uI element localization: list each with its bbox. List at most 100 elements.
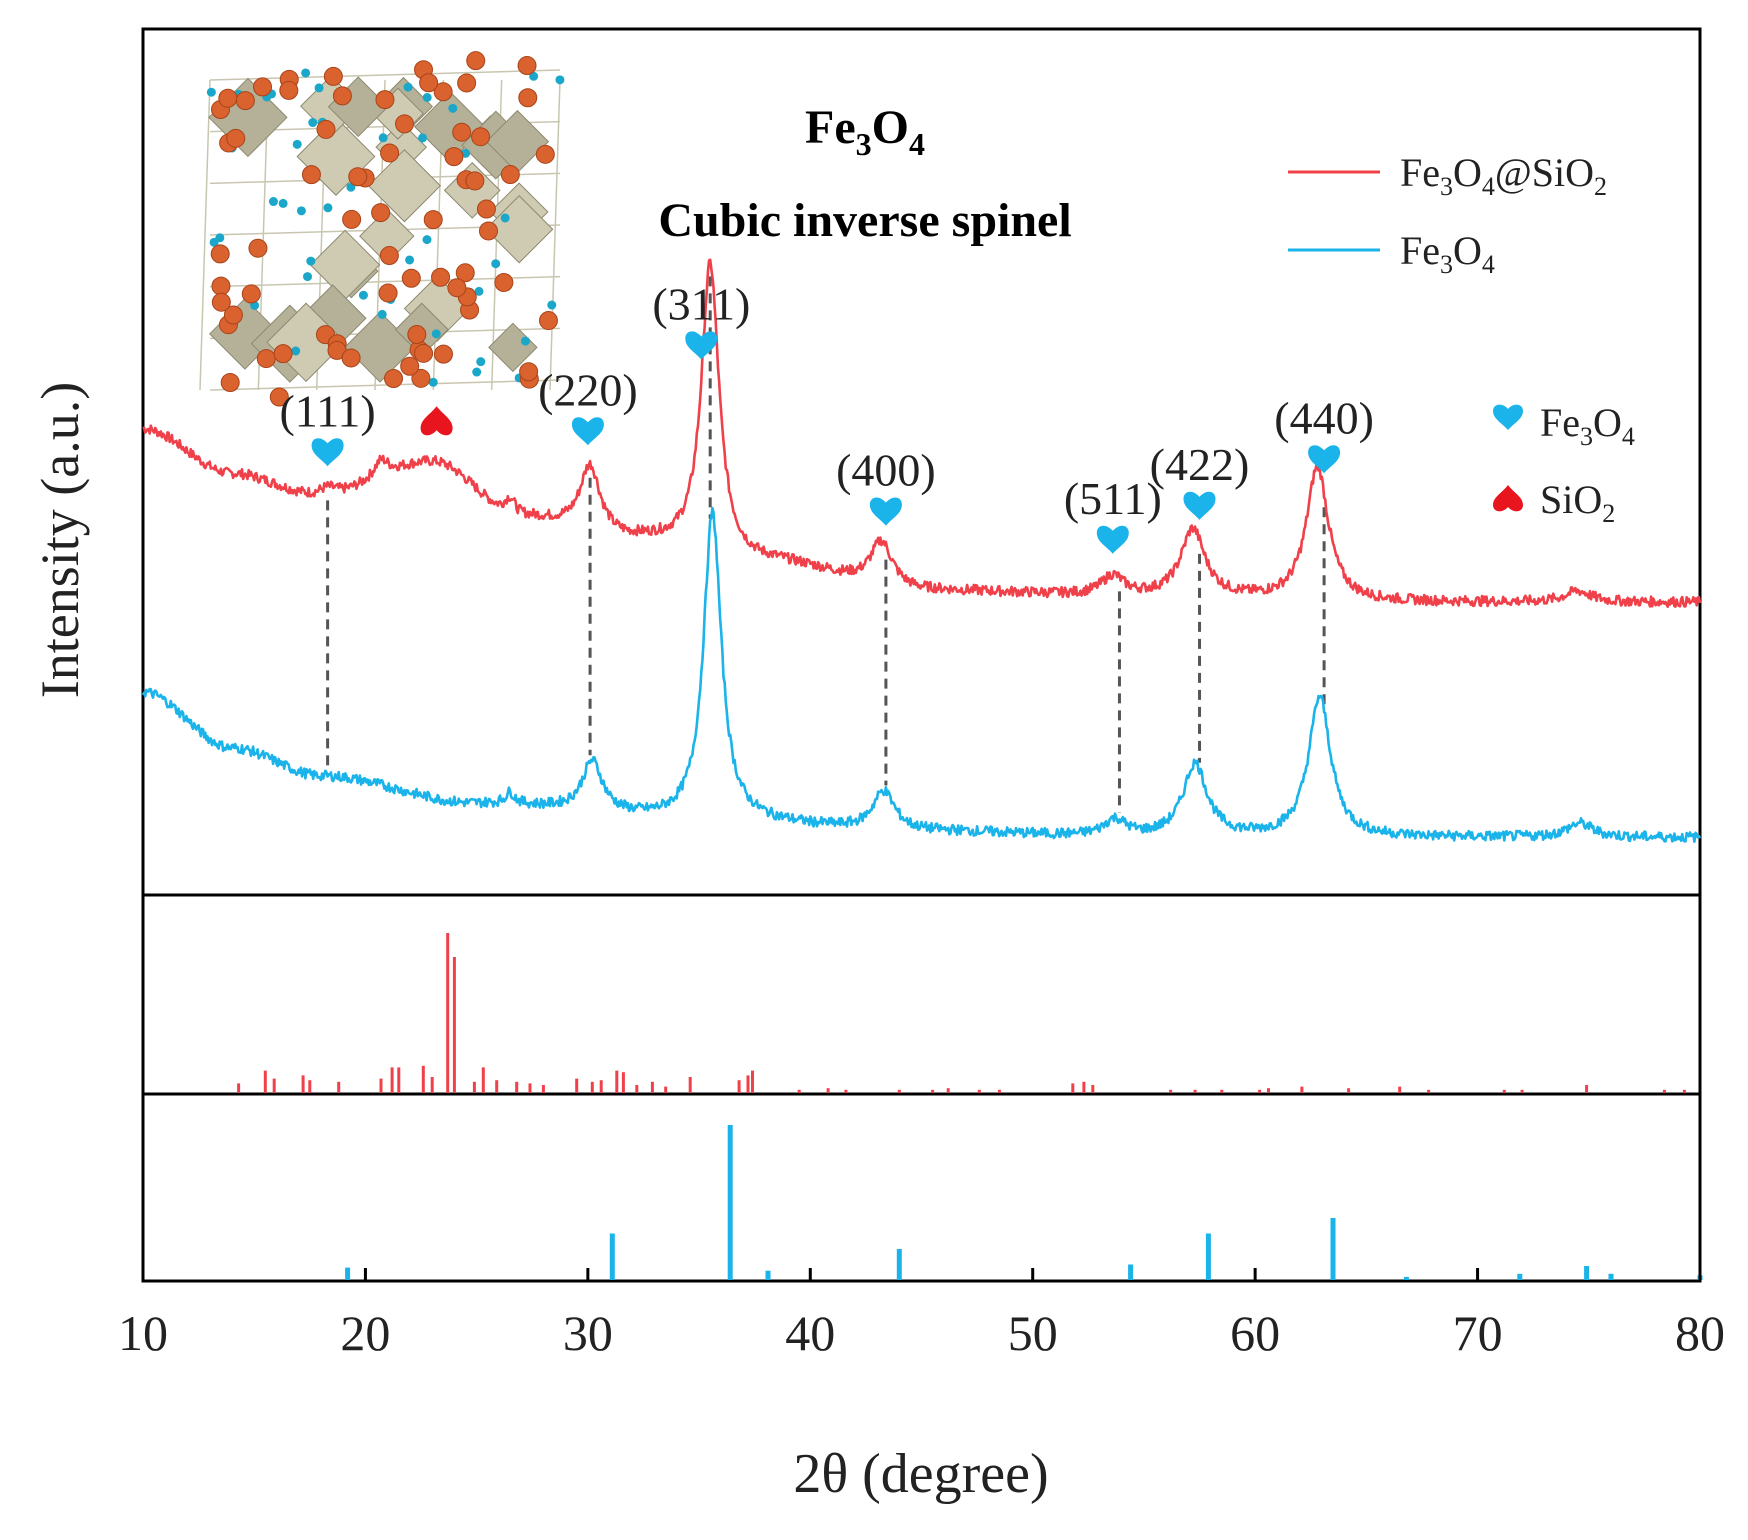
peak-markers [311, 331, 1341, 554]
crystal-atom-small [314, 83, 324, 93]
crystal-atom-small [448, 103, 458, 113]
crystal-atom-small [296, 206, 306, 216]
peak-label-3: (400) [836, 445, 936, 496]
crystal-atom-large [210, 244, 230, 264]
crystal-atom-small [500, 213, 510, 223]
crystal-atom-small [428, 377, 438, 387]
crystal-atom-small [378, 133, 388, 143]
crystal-atom-large [375, 90, 395, 110]
crystal-atom-large [218, 88, 238, 108]
crystal-atom-small [377, 309, 387, 319]
crystal-atom-large [273, 344, 293, 364]
crystal-polyhedron [367, 149, 442, 223]
crystal-atom-large [455, 263, 475, 283]
crystal-atom-large [457, 73, 477, 93]
crystal-atom-large [316, 119, 336, 139]
crystal-atom-large [433, 82, 453, 102]
crystal-atom-large [433, 344, 453, 364]
crystal-atom-small [209, 237, 219, 247]
crystal-atom-large [452, 122, 472, 142]
series-line-fe3o4 [141, 506, 1702, 843]
peak-label-5: (422) [1150, 439, 1250, 490]
crystal-atom-large [235, 91, 255, 111]
crystal-structure-illustration [199, 51, 565, 407]
crystal-atom-large [407, 324, 427, 344]
crystal-atom-large [478, 221, 498, 241]
crystal-atom-large [379, 246, 399, 266]
crystal-atom-large [423, 210, 443, 230]
crystal-atom-large [535, 144, 555, 164]
crystal-atom-large [279, 80, 299, 100]
peak-label-4: (511) [1064, 473, 1162, 524]
x-tick-label-4: 50 [1008, 1305, 1058, 1361]
crystal-atom-small [308, 118, 318, 128]
fe3o4-heart-icon [1183, 491, 1216, 520]
crystal-atom-large [411, 368, 431, 388]
fe3o4-heart-icon [311, 438, 344, 467]
crystal-atom-large [395, 114, 415, 134]
legend-marker-label-fe3o4: Fe3O4 [1540, 400, 1635, 451]
crystal-atom-large [241, 284, 261, 304]
crystal-atom-small [521, 336, 531, 346]
crystal-atom-large [444, 147, 464, 167]
crystal-atom-small [323, 203, 333, 213]
peak-guide-lines [326, 276, 1326, 813]
peak-label-1: (220) [538, 364, 638, 415]
crystal-atom-small [306, 256, 316, 266]
fe3o4-heart-icon [685, 331, 718, 360]
crystal-atom-large [414, 343, 434, 363]
crystal-atom-large [253, 77, 273, 97]
crystal-atom-large [332, 86, 352, 106]
crystal-atom-small [474, 286, 484, 296]
crystal-atom-large [476, 199, 496, 219]
crystal-atom-large [211, 292, 231, 312]
x-tick-label-6: 70 [1453, 1305, 1503, 1361]
crystal-bond [199, 79, 211, 391]
crystal-atom-large [380, 143, 400, 163]
crystal-atom-small [292, 139, 302, 149]
crystal-atom-large [256, 349, 276, 369]
fe3o4-heart-icon [869, 497, 902, 526]
x-tick-label-3: 40 [785, 1305, 835, 1361]
crystal-polyhedron [484, 195, 554, 264]
peak-label-2: (311) [652, 279, 750, 330]
x-tick-label-0: 10 [118, 1305, 168, 1361]
crystal-atom-small [303, 272, 313, 282]
crystal-atom-large [471, 127, 491, 147]
crystal-atom-small [555, 75, 565, 85]
crystal-atom-large [341, 348, 361, 368]
crystal-atom-large [500, 165, 520, 185]
inset-title: Fe3O4 [805, 101, 925, 162]
x-axis-title: 2θ (degree) [793, 1443, 1048, 1505]
crystal-atom-large [519, 362, 539, 382]
inset-subtitle: Cubic inverse spinel [658, 194, 1071, 247]
crystal-atom-large [538, 311, 558, 331]
crystal-atom-large [465, 171, 485, 191]
legend-label-fe3o4-sio2: Fe3O4@SiO2 [1400, 150, 1607, 201]
crystal-atom-large [401, 268, 421, 288]
crystal-atom-small [301, 68, 311, 78]
sio2-reference-lines [237, 933, 1686, 1093]
crystal-atom-large [518, 88, 538, 108]
crystal-atom-large [447, 278, 467, 298]
crystal-atom-small [422, 235, 432, 245]
legend-marker-sio2-spade-icon [1493, 485, 1523, 512]
crystal-bond [209, 69, 561, 81]
crystal-atom-small [472, 367, 482, 377]
crystal-atom-large [400, 356, 420, 376]
crystal-atom-large [301, 165, 321, 185]
crystal-atom-small [431, 329, 441, 339]
crystal-atom-small [529, 71, 539, 81]
crystal-atom-large [517, 56, 537, 76]
peak-labels: (111) (220) (311) (400) (511)(422) (440) [279, 279, 1373, 524]
y-axis-title: Intensity (a.u.) [30, 382, 90, 698]
fe3o4-reference-lines [345, 1125, 1703, 1280]
crystal-atom-small [268, 197, 278, 207]
crystal-atom-large [431, 267, 451, 287]
crystal-atom-small [418, 133, 428, 143]
crystal-atom-large [342, 209, 362, 229]
fe3o4-heart-icon [1096, 525, 1129, 554]
crystal-atom-large [323, 66, 343, 86]
crystal-atom-small [278, 198, 288, 208]
crystal-atom-large [223, 305, 243, 325]
